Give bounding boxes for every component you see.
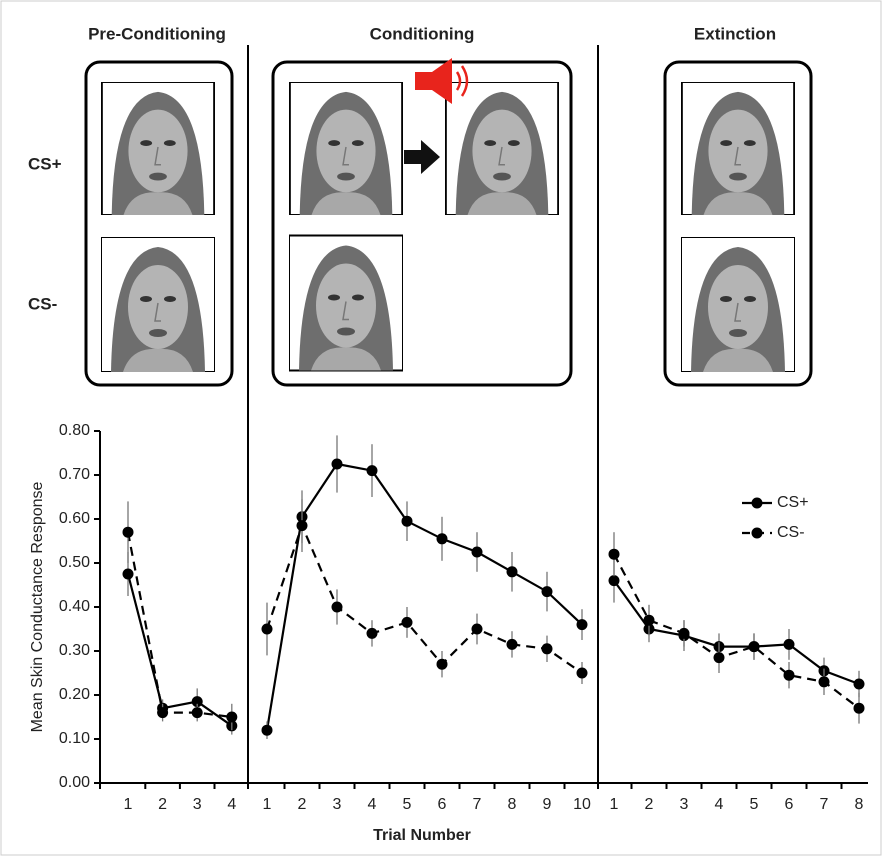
data-point bbox=[261, 724, 273, 736]
stimulus-box bbox=[271, 60, 573, 387]
stimulus-box bbox=[84, 60, 234, 387]
data-point bbox=[783, 669, 795, 681]
panel-title: Pre-Conditioning bbox=[88, 24, 226, 43]
x-axis-label: Trial Number bbox=[373, 827, 471, 844]
data-point bbox=[436, 658, 448, 670]
x-tick-label: 8 bbox=[855, 796, 864, 813]
x-tick-label: 2 bbox=[158, 796, 167, 813]
data-point bbox=[226, 711, 238, 723]
y-axis-label: Mean Skin Conductance Response bbox=[29, 481, 46, 732]
x-tick-label: 10 bbox=[573, 796, 591, 813]
x-tick-label: 6 bbox=[785, 796, 794, 813]
face-photo bbox=[289, 82, 403, 215]
arrow bbox=[404, 140, 440, 174]
data-point bbox=[122, 526, 134, 538]
data-point bbox=[296, 520, 308, 532]
stimulus-box bbox=[663, 60, 813, 387]
x-tick-label: 5 bbox=[403, 796, 412, 813]
x-tick-label: 3 bbox=[680, 796, 689, 813]
x-tick-label: 3 bbox=[333, 796, 342, 813]
data-point bbox=[541, 586, 553, 598]
legend-label: CS- bbox=[777, 524, 805, 541]
data-point bbox=[366, 465, 378, 477]
data-point bbox=[261, 623, 273, 635]
data-point bbox=[157, 707, 169, 719]
data-point bbox=[783, 638, 795, 650]
y-tick-label: 0.80 bbox=[59, 422, 90, 439]
series-line bbox=[126, 531, 232, 719]
x-tick-label: 7 bbox=[473, 796, 482, 813]
y-tick-label: 0.40 bbox=[59, 598, 90, 615]
series-line bbox=[613, 579, 860, 686]
x-tick-label: 7 bbox=[820, 796, 829, 813]
x-tick-label: 6 bbox=[438, 796, 447, 813]
series-line bbox=[613, 553, 860, 710]
data-point bbox=[608, 548, 620, 560]
x-tick-label: 1 bbox=[124, 796, 133, 813]
data-point bbox=[541, 643, 553, 655]
x-tick-label: 2 bbox=[645, 796, 654, 813]
x-tick-label: 2 bbox=[298, 796, 307, 813]
x-tick-label: 4 bbox=[227, 796, 236, 813]
data-point bbox=[713, 652, 725, 664]
data-point bbox=[506, 566, 518, 578]
x-tick-label: 8 bbox=[508, 796, 517, 813]
x-tick-label: 5 bbox=[750, 796, 759, 813]
data-point bbox=[853, 702, 865, 714]
legend-marker bbox=[751, 527, 763, 539]
x-tick-label: 4 bbox=[368, 796, 377, 813]
data-point bbox=[436, 533, 448, 545]
data-point bbox=[678, 627, 690, 639]
x-tick-label: 1 bbox=[263, 796, 272, 813]
data-point bbox=[471, 623, 483, 635]
legend-marker bbox=[751, 497, 763, 509]
y-tick-label: 0.50 bbox=[59, 554, 90, 571]
series-line bbox=[265, 462, 583, 731]
legend-label: CS+ bbox=[777, 494, 809, 511]
face-photo bbox=[289, 234, 403, 372]
x-tick-label: 4 bbox=[715, 796, 724, 813]
data-point bbox=[576, 619, 588, 631]
data-point bbox=[818, 676, 830, 688]
data-point bbox=[643, 614, 655, 626]
row-label: CS+ bbox=[28, 154, 62, 173]
y-tick-label: 0.20 bbox=[59, 686, 90, 703]
data-point bbox=[366, 627, 378, 639]
y-tick-label: 0.70 bbox=[59, 466, 90, 483]
row-label: CS- bbox=[28, 294, 57, 313]
data-point bbox=[191, 707, 203, 719]
y-tick-label: 0.10 bbox=[59, 730, 90, 747]
face-photo bbox=[445, 82, 559, 215]
data-point bbox=[401, 515, 413, 527]
face-photo bbox=[681, 237, 795, 372]
data-point bbox=[331, 458, 343, 470]
data-point bbox=[401, 616, 413, 628]
y-tick-label: 0.00 bbox=[59, 774, 90, 791]
x-tick-label: 1 bbox=[610, 796, 619, 813]
series-line bbox=[265, 522, 583, 674]
data-point bbox=[122, 568, 134, 580]
speaker-icon bbox=[415, 58, 469, 104]
data-point bbox=[331, 601, 343, 613]
series-line bbox=[126, 573, 233, 727]
data-point bbox=[471, 546, 483, 558]
y-tick-label: 0.60 bbox=[59, 510, 90, 527]
data-point bbox=[576, 667, 588, 679]
face-photo bbox=[101, 82, 215, 215]
data-point bbox=[748, 641, 760, 653]
data-point bbox=[853, 678, 865, 690]
x-tick-label: 9 bbox=[543, 796, 552, 813]
face-photo bbox=[101, 237, 215, 372]
panel-title: Conditioning bbox=[370, 24, 475, 43]
data-point bbox=[608, 575, 620, 587]
y-tick-label: 0.30 bbox=[59, 642, 90, 659]
data-point bbox=[506, 638, 518, 650]
x-tick-label: 3 bbox=[193, 796, 202, 813]
face-photo bbox=[681, 82, 795, 215]
data-point bbox=[191, 696, 203, 708]
panel-title: Extinction bbox=[694, 24, 776, 43]
